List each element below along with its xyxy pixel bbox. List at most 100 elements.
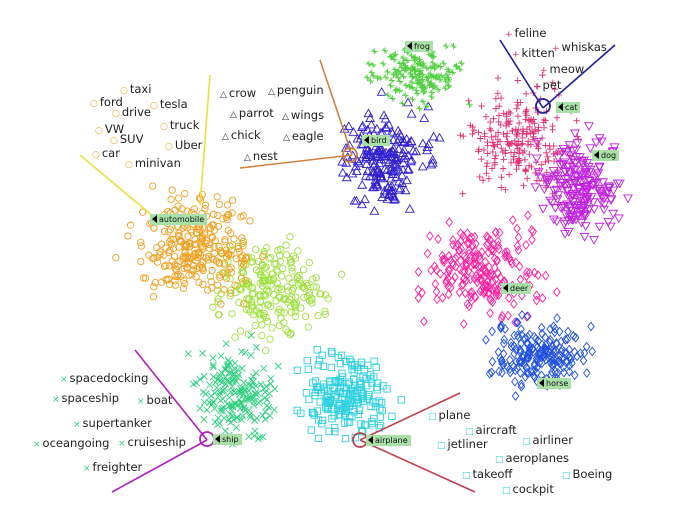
data-point-frog	[412, 74, 420, 82]
word-text: spaceship	[61, 391, 120, 405]
data-point-automobile	[166, 280, 174, 288]
data-point-airplane	[313, 346, 321, 354]
data-point	[287, 302, 295, 310]
data-point-airplane	[315, 356, 324, 364]
data-point-ship	[267, 374, 275, 383]
data-point-ship	[245, 433, 253, 441]
data-point-automobile	[181, 247, 189, 256]
data-point-ship	[210, 373, 218, 381]
data-point-deer	[486, 234, 494, 245]
data-point-cat	[545, 157, 552, 165]
data-point	[305, 289, 314, 297]
data-point-automobile	[126, 221, 135, 229]
data-point-deer	[432, 264, 441, 275]
data-point-frog	[369, 72, 377, 80]
data-point-automobile	[215, 242, 223, 251]
data-point-dog	[562, 200, 572, 210]
data-point-automobile	[180, 264, 188, 273]
word-text: SUV	[119, 132, 144, 146]
data-point-cat	[505, 108, 513, 116]
data-point-horse	[533, 367, 541, 378]
data-point-cat	[498, 144, 505, 152]
data-point	[265, 254, 273, 263]
data-point-bird	[388, 143, 399, 153]
data-point-deer	[423, 248, 432, 259]
data-point-dog	[563, 202, 574, 212]
data-point-cat	[483, 159, 491, 167]
data-point-ship	[227, 402, 235, 410]
data-point-ship	[254, 389, 262, 397]
data-point	[261, 290, 269, 298]
word-airplane: □ aircraft	[465, 423, 517, 437]
data-point-horse	[551, 323, 559, 334]
data-point-bird	[377, 192, 388, 201]
data-point	[321, 307, 329, 315]
data-point-cat	[522, 90, 530, 98]
data-point-horse	[524, 338, 532, 349]
data-point-automobile	[137, 238, 145, 246]
data-point-cat	[519, 149, 527, 156]
data-point-automobile	[216, 273, 224, 281]
data-point-ship	[235, 396, 243, 404]
data-point-deer	[480, 263, 488, 274]
class-label-cat: cat	[556, 102, 581, 113]
data-point	[265, 276, 274, 285]
data-point-airplane	[339, 389, 347, 397]
data-point-frog	[400, 73, 407, 80]
data-point-automobile	[228, 196, 237, 204]
data-point-deer	[448, 276, 457, 287]
word-text: feline	[514, 26, 547, 40]
data-point-deer	[486, 268, 495, 279]
data-point-bird	[403, 164, 414, 174]
data-point-airplane	[314, 361, 322, 369]
data-point-dog	[562, 187, 573, 197]
data-point-dog	[576, 218, 587, 228]
square-marker-icon: □	[502, 486, 511, 496]
word-text: ford	[99, 95, 123, 109]
data-point-horse	[534, 336, 543, 346]
data-point-automobile	[226, 289, 235, 297]
data-point-airplane	[366, 371, 375, 379]
data-point-deer	[436, 268, 445, 279]
data-point-airplane	[357, 388, 365, 397]
data-point-bird	[417, 138, 428, 148]
data-point-airplane	[318, 351, 326, 359]
data-point-deer	[476, 251, 484, 262]
data-point-deer	[518, 290, 526, 301]
data-point-airplane	[378, 406, 386, 415]
data-point-horse	[488, 326, 496, 337]
data-point-bird	[393, 144, 404, 154]
data-point	[308, 299, 316, 307]
data-point	[295, 271, 303, 280]
data-point-ship	[206, 381, 214, 389]
data-point-ship	[271, 385, 279, 393]
plus-marker-icon: +	[552, 44, 560, 54]
data-point-ship	[216, 419, 224, 427]
triangle-up-marker-icon: △	[283, 133, 290, 143]
data-point-automobile	[165, 262, 173, 270]
data-point	[235, 299, 243, 307]
data-point-automobile	[174, 194, 183, 202]
data-point-frog	[458, 60, 465, 67]
data-point-ship	[221, 365, 229, 373]
data-point-cat	[542, 158, 549, 166]
data-point-cat	[536, 167, 543, 174]
plus-marker-icon: +	[540, 66, 548, 76]
data-point-bird	[380, 122, 391, 132]
data-point-frog	[416, 56, 423, 63]
data-point	[304, 323, 312, 331]
class-label-bird: bird	[362, 135, 390, 146]
data-point-bird	[369, 206, 380, 215]
data-point-bird	[428, 131, 439, 141]
data-point-cat	[524, 175, 531, 182]
data-point-horse	[565, 366, 574, 377]
data-point-frog	[390, 71, 397, 79]
data-point-deer	[414, 284, 423, 295]
data-point-cat	[486, 125, 494, 133]
data-point-automobile	[150, 283, 158, 291]
data-point-bird	[408, 145, 419, 155]
data-point-automobile	[199, 245, 207, 253]
data-point	[243, 295, 251, 303]
circle-marker-icon: ○	[160, 122, 168, 132]
data-point	[266, 335, 274, 343]
